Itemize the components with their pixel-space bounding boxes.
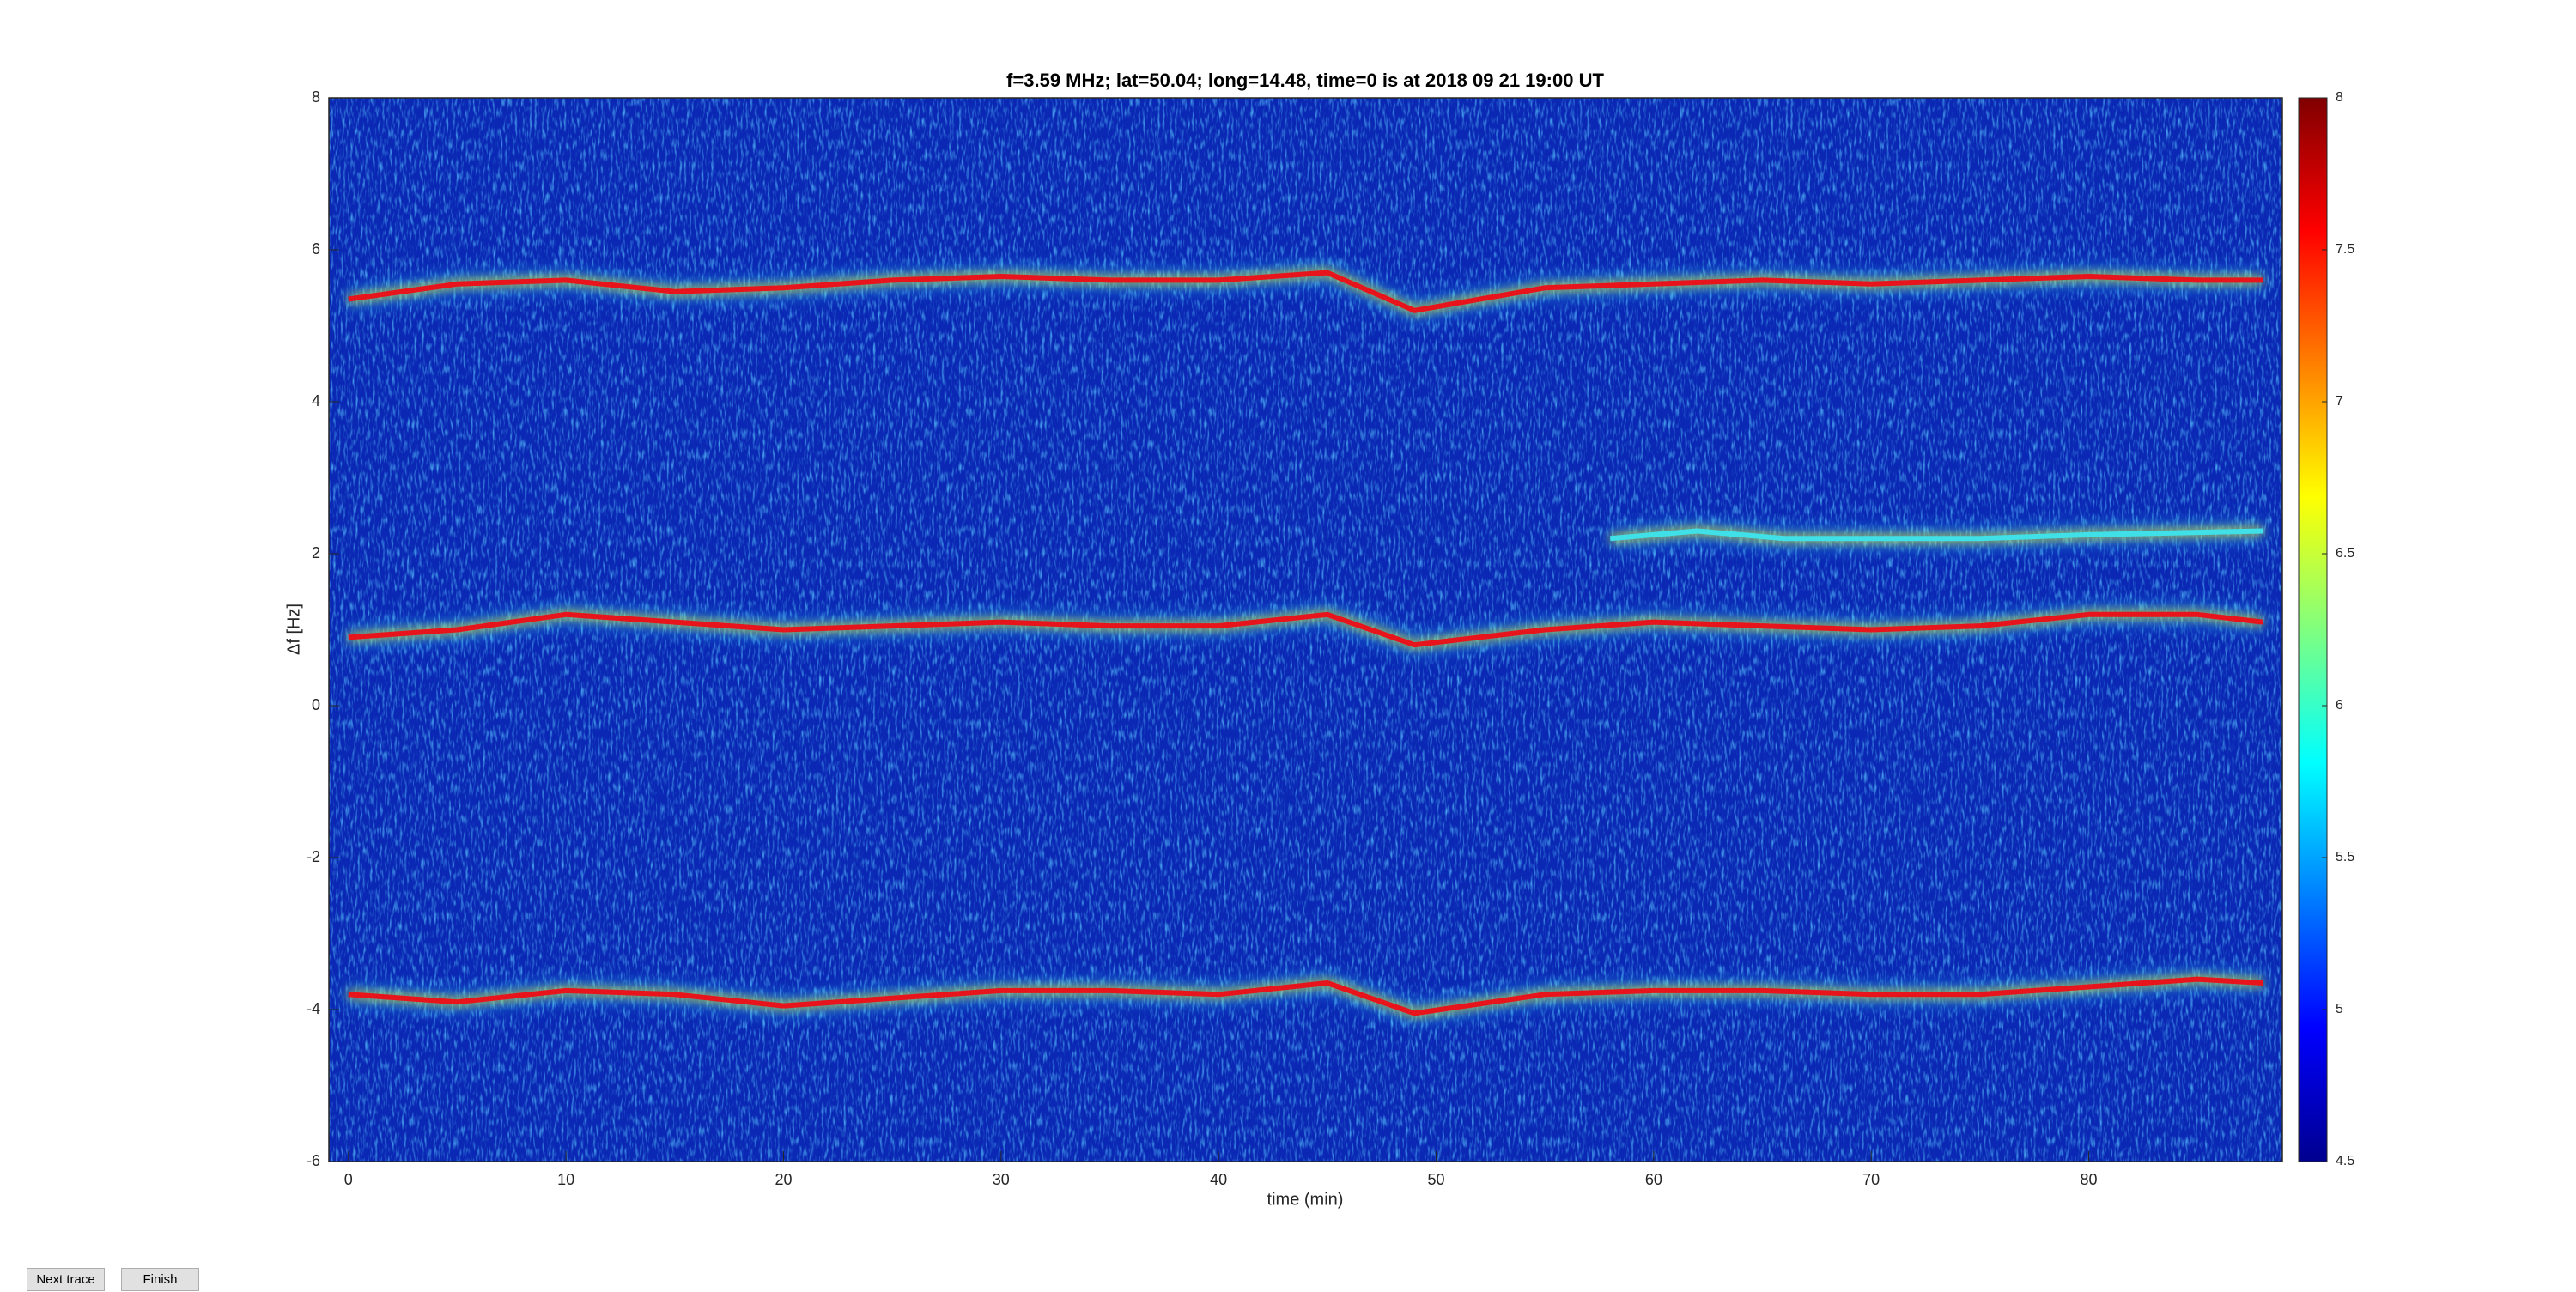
trace [348, 976, 2263, 1016]
x-tick-label: 80 [2081, 1171, 2098, 1188]
colorbar-frame [2298, 97, 2328, 1162]
y-tick-label: -4 [307, 1000, 320, 1017]
x-tick-label: 0 [344, 1171, 353, 1188]
trace [1609, 528, 2263, 542]
y-tick-label: 2 [312, 544, 320, 561]
plot-frame [328, 97, 2283, 1162]
x-tick-label: 50 [1427, 1171, 1444, 1188]
colorbar [2299, 98, 2327, 1162]
y-tick-label: 0 [312, 696, 320, 713]
colorbar-tick-label: 5 [2336, 1002, 2343, 1016]
y-axis-label: Δf [Hz] [284, 604, 303, 655]
y-tick-label: -6 [307, 1152, 320, 1169]
y-tick-label: 6 [312, 240, 320, 258]
figure: f=3.59 MHz; lat=50.04; long=14.48, time=… [284, 70, 2354, 1209]
x-tick-label: 20 [775, 1171, 792, 1188]
trace [348, 270, 2263, 313]
colorbar-tick-label: 6 [2336, 698, 2343, 713]
y-tick-label: -2 [307, 848, 320, 865]
colorbar-tick-label: 5.5 [2336, 850, 2354, 864]
trace [348, 611, 2263, 648]
y-tick-label: 8 [312, 88, 320, 106]
colorbar-tick-label: 4.5 [2336, 1154, 2354, 1168]
colorbar-tick-label: 7.5 [2336, 242, 2354, 257]
x-tick-label: 70 [1862, 1171, 1880, 1188]
finish-button[interactable]: Finish [121, 1268, 199, 1291]
colorbar-tick-label: 7 [2336, 394, 2343, 409]
noise-texture [329, 98, 2282, 1162]
x-tick-label: 30 [993, 1171, 1010, 1188]
colorbar-tick-label: 8 [2336, 90, 2343, 105]
x-tick-label: 60 [1645, 1171, 1662, 1188]
colorbar-tick-label: 6.5 [2336, 546, 2354, 561]
x-tick-label: 10 [557, 1171, 574, 1188]
x-tick-label: 40 [1210, 1171, 1227, 1188]
y-tick-label: 4 [312, 392, 320, 409]
chart-title: f=3.59 MHz; lat=50.04; long=14.48, time=… [1006, 70, 1604, 91]
x-axis-label: time (min) [1267, 1190, 1344, 1209]
next-trace-button[interactable]: Next trace [27, 1268, 105, 1291]
